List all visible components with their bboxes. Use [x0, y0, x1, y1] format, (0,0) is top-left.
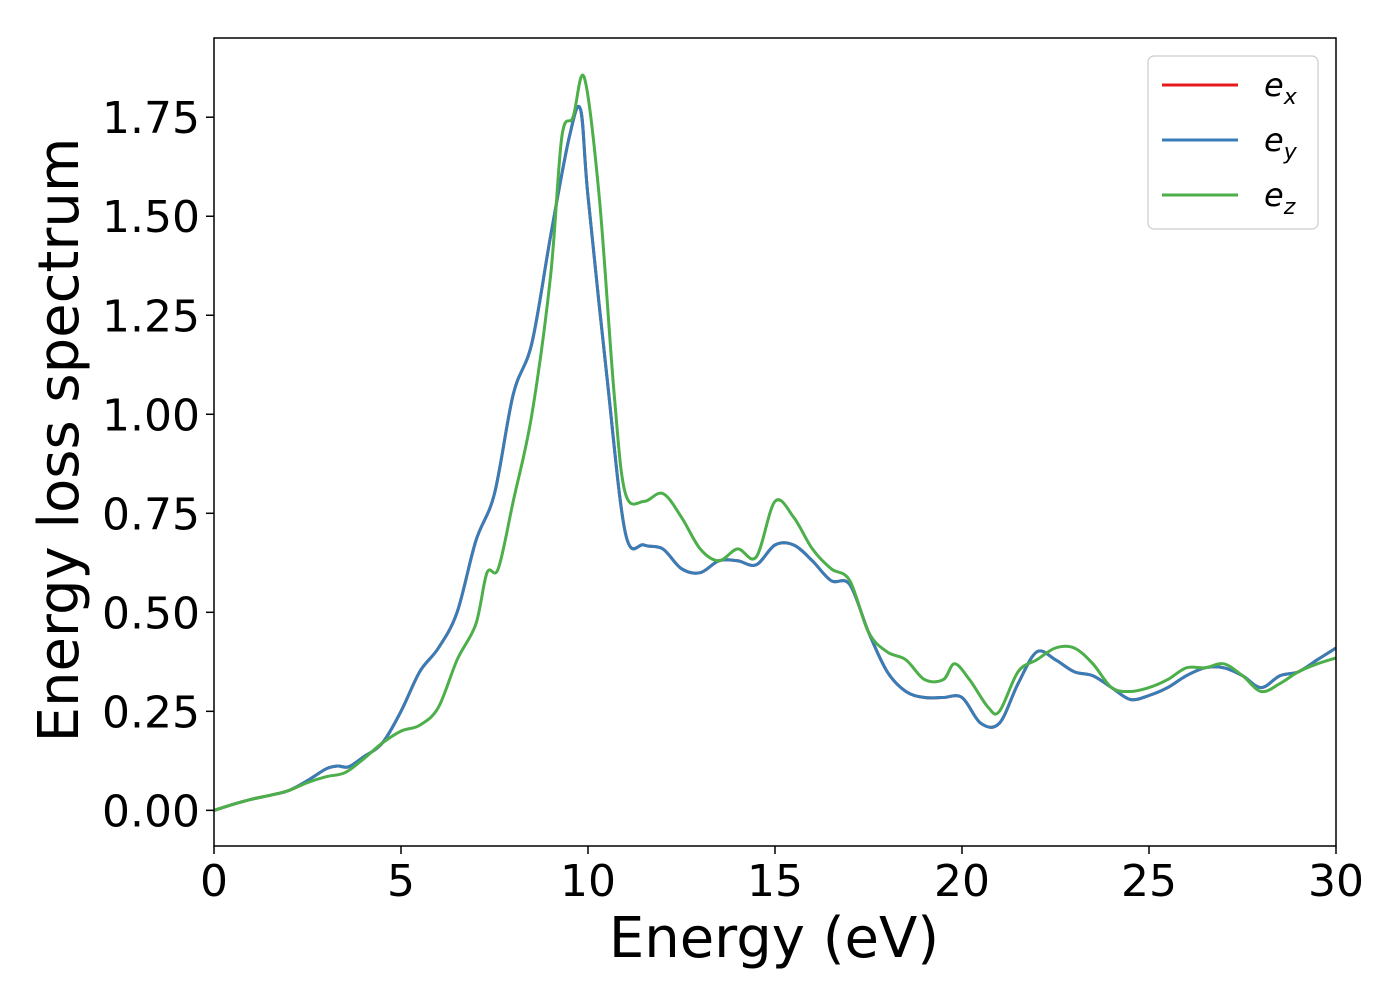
series-line-ey	[213, 104, 1337, 812]
x-tick-label: 20	[934, 856, 990, 907]
y-tick-label: 0.00	[102, 786, 200, 837]
legend-label-ey: ey	[1264, 121, 1298, 165]
legend-label-ex: ex	[1264, 66, 1298, 110]
y-tick-label: 0.50	[102, 588, 200, 639]
y-tick-label: 0.75	[102, 489, 200, 540]
y-tick-label: 1.00	[102, 390, 200, 441]
legend-label-sub: y	[1283, 140, 1298, 165]
x-tick-label: 5	[387, 856, 415, 907]
series-lines	[213, 73, 1337, 812]
x-axis-title: Energy (eV)	[609, 906, 939, 971]
y-axis: 0.00 0.25 0.50 0.75 1.00 1.25 1.50 1.75	[102, 93, 214, 837]
x-axis: 0 5 10 15 20 25 30	[200, 846, 1364, 907]
y-tick-label: 0.25	[102, 687, 200, 738]
x-tick-label: 10	[560, 856, 616, 907]
legend-label-ez: ez	[1264, 176, 1296, 220]
x-tick-label: 0	[200, 856, 228, 907]
y-axis-title: Energy loss spectrum	[27, 138, 92, 743]
x-tick-label: 25	[1121, 856, 1177, 907]
x-tick-label: 15	[747, 856, 803, 907]
legend-label-sub: x	[1283, 85, 1298, 110]
legend-label-sub: z	[1283, 195, 1296, 220]
series-line-ez	[213, 73, 1337, 812]
y-tick-label: 1.50	[102, 192, 200, 243]
legend-box	[1147, 55, 1319, 230]
y-tick-label: 1.25	[102, 291, 200, 342]
x-tick-label: 30	[1308, 856, 1364, 907]
y-tick-label: 1.75	[102, 93, 200, 144]
legend-label-base: e	[1264, 121, 1284, 159]
legend-label-base: e	[1264, 66, 1284, 104]
legend-label-base: e	[1264, 176, 1284, 214]
